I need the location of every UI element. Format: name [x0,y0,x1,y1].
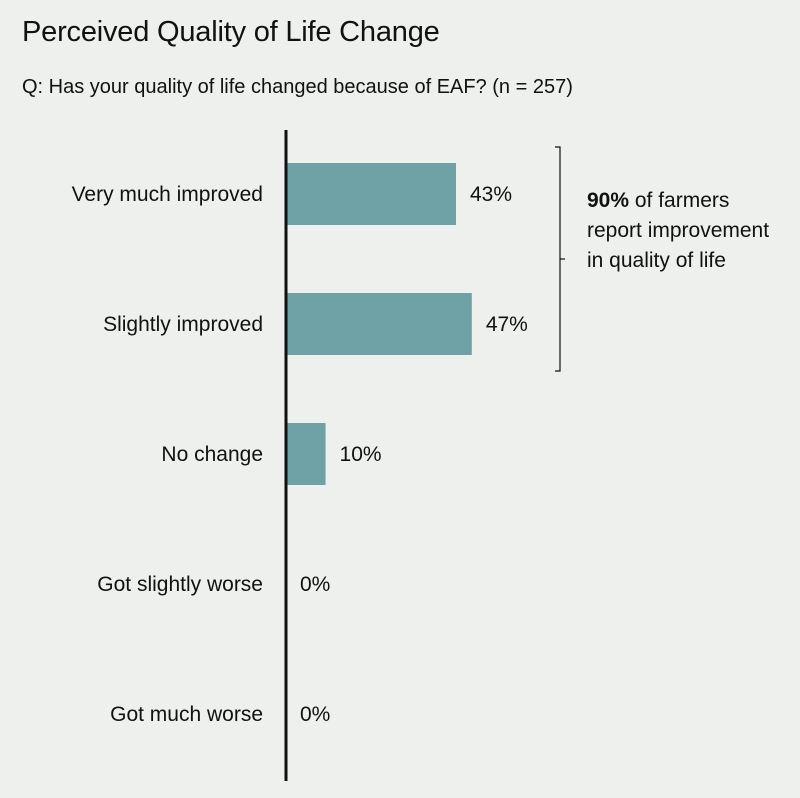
value-label-0: 43% [470,183,512,206]
category-label-4: Got much worse [110,703,263,726]
value-label-1: 47% [486,313,528,336]
category-label-0: Very much improved [72,183,263,206]
value-label-3: 0% [300,573,330,596]
category-label-2: No change [161,443,263,466]
bar-1 [286,293,472,355]
category-label-3: Got slightly worse [97,573,263,596]
value-label-4: 0% [300,703,330,726]
bar-0 [286,163,456,225]
bar-2 [286,423,326,485]
annotation-text: of farmers report improvement in quality… [587,189,770,272]
annotation-highlight: 90% [587,189,630,212]
annotation-bracket [555,146,561,372]
chart-title: Perceived Quality of Life Change [22,16,440,48]
value-label-2: 10% [340,443,382,466]
chart-subtitle: Q: Has your quality of life changed beca… [22,76,573,98]
improvement-annotation: 90% of farmers report improvement in qua… [587,186,787,276]
category-label-1: Slightly improved [103,313,263,336]
